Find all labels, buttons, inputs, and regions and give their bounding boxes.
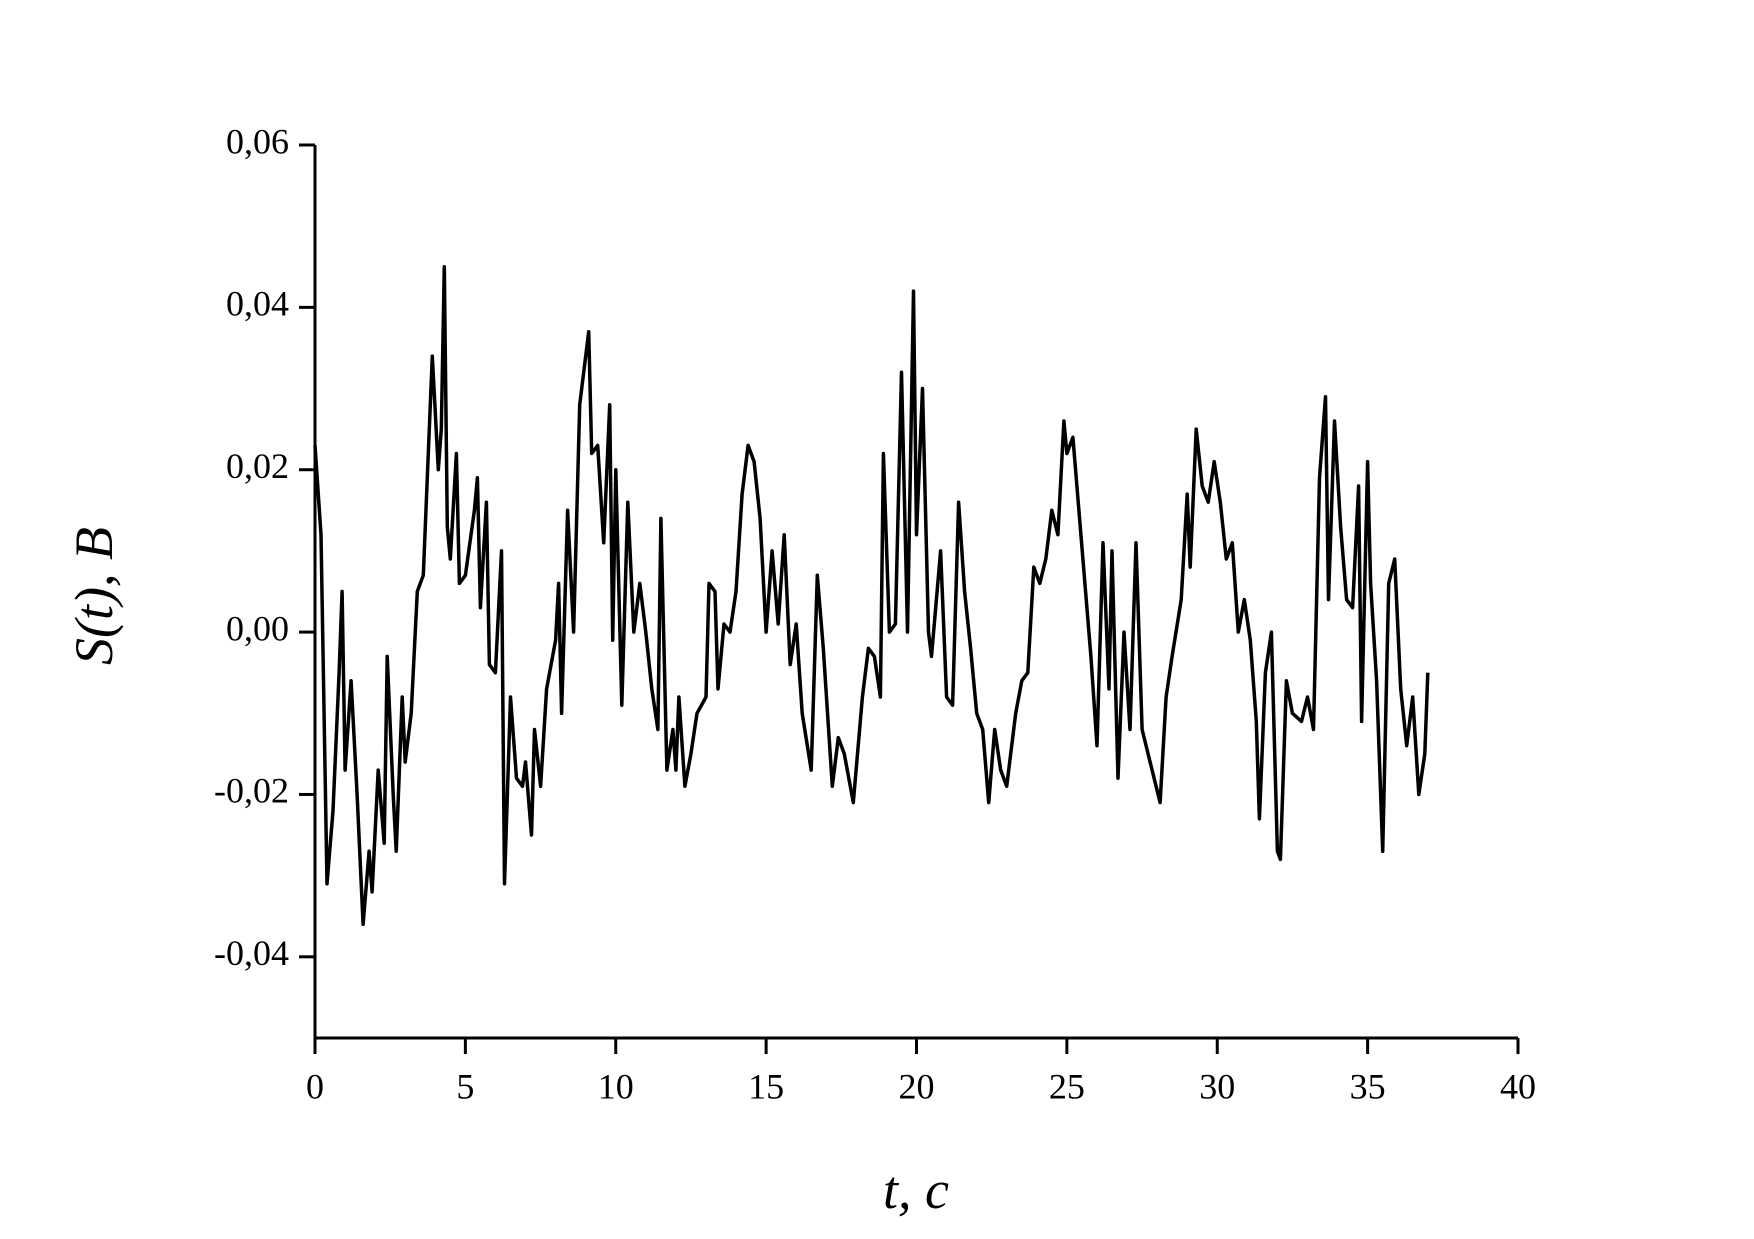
x-tick-label: 20 <box>899 1066 935 1106</box>
y-tick-label: -0,02 <box>214 771 289 811</box>
x-tick-label: 40 <box>1500 1066 1536 1106</box>
data-line <box>313 265 1430 927</box>
y-tick-label: 0,06 <box>226 121 289 161</box>
x-tick-label: 0 <box>306 1066 324 1106</box>
y-tick-label: 0,00 <box>226 608 289 648</box>
x-tick-label: 5 <box>456 1066 474 1106</box>
x-tick-label: 10 <box>598 1066 634 1106</box>
x-tick-label: 30 <box>1199 1066 1235 1106</box>
y-axis-label: S(t), B <box>64 527 124 665</box>
y-tick-label: 0,02 <box>226 446 289 486</box>
x-tick-label: 25 <box>1049 1066 1085 1106</box>
x-tick-label: 35 <box>1350 1066 1386 1106</box>
x-axis-label: t, c <box>883 1160 949 1220</box>
y-tick-label: 0,04 <box>226 284 289 324</box>
y-tick-label: -0,04 <box>214 933 289 973</box>
x-tick-label: 15 <box>748 1066 784 1106</box>
